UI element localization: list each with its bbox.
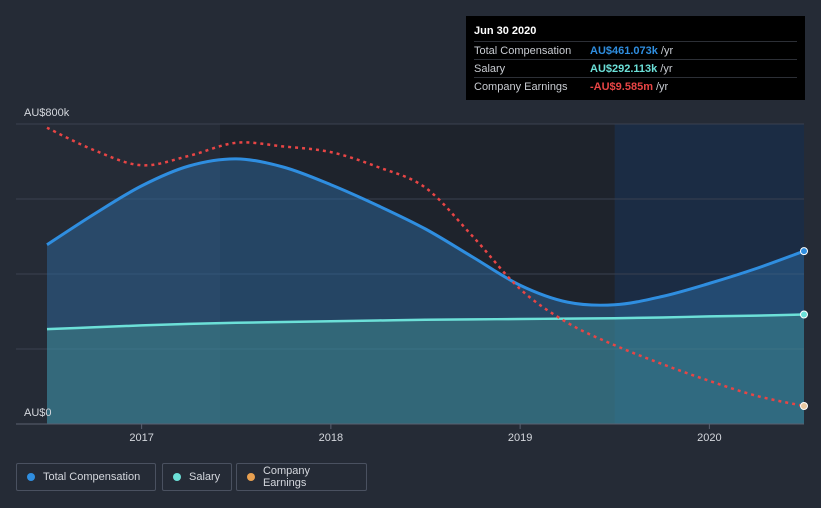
tooltip-label: Salary <box>474 62 506 75</box>
salary-marker <box>800 310 808 319</box>
legend-item-company-earnings[interactable]: Company Earnings <box>236 463 367 491</box>
salary-line <box>46 313 805 331</box>
company-earnings-line <box>46 126 805 408</box>
legend-label: Salary <box>189 471 221 483</box>
x-tick-label: 2020 <box>697 432 721 444</box>
legend-item-salary[interactable]: Salary <box>162 463 232 491</box>
legend-label: Total Compensation <box>43 471 141 483</box>
y-tick-label-bottom: AU$0 <box>24 407 52 419</box>
x-axis: 2017 2018 2019 2020 <box>129 424 722 444</box>
tooltip-unit: /yr <box>660 62 673 75</box>
tooltip-value: -AU$9.585m <box>590 80 653 93</box>
tooltip-date: Jun 30 2020 <box>474 25 537 37</box>
end-markers <box>800 247 808 410</box>
tooltip-row-total-compensation: Total Compensation AU$461.073k /yr <box>474 41 797 59</box>
tooltip-unit: /yr <box>660 44 674 57</box>
grid-lines <box>16 123 804 350</box>
tooltip-row-salary: Salary AU$292.113k /yr <box>474 59 797 77</box>
tooltip-value: AU$461.073k <box>590 44 658 57</box>
tooltip-value: AU$292.113k <box>590 62 658 75</box>
total-compensation-area <box>47 158 804 425</box>
tooltip-row-company-earnings: Company Earnings -AU$9.585m /yr <box>474 77 797 95</box>
total-compensation-line <box>46 157 805 307</box>
x-tick-label: 2017 <box>129 432 153 444</box>
salary-area <box>47 314 804 424</box>
x-tick-label: 2018 <box>319 432 343 444</box>
legend-dot-icon <box>173 473 181 481</box>
tooltip-label: Company Earnings <box>474 80 568 93</box>
tooltip: Jun 30 2020 Total Compensation AU$461.07… <box>466 16 805 100</box>
legend-label: Company Earnings <box>262 465 311 489</box>
y-tick-label-top: AU$800k <box>24 107 70 119</box>
legend-dot-icon <box>27 473 35 481</box>
company-earnings-marker <box>800 402 808 410</box>
x-tick-label: 2019 <box>508 432 532 444</box>
tooltip-unit: /yr <box>655 80 669 93</box>
tooltip-label: Total Compensation <box>474 44 572 57</box>
legend-dot-icon <box>247 473 255 481</box>
legend-item-total-compensation[interactable]: Total Compensation <box>16 463 156 491</box>
total-compensation-marker <box>800 247 808 256</box>
